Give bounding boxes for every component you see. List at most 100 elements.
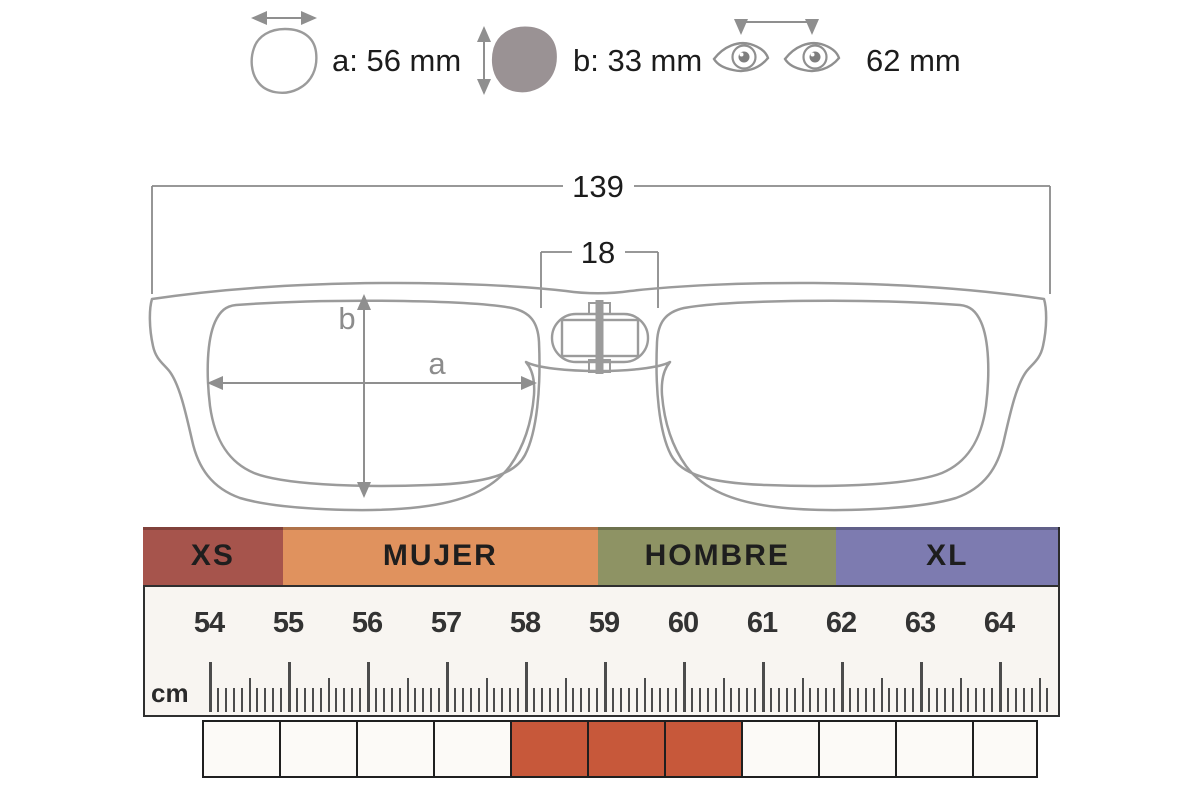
- ruler-tick: [738, 688, 741, 712]
- ruler-tick: [769, 688, 772, 712]
- pupillary-distance-label: 62 mm: [866, 43, 961, 78]
- ruler-tick: [264, 688, 267, 712]
- ruler-tick: [888, 688, 891, 712]
- ruler-tick: [927, 688, 930, 712]
- size-band-hombre: HOMBRE: [598, 527, 837, 585]
- ruler-tick: [635, 688, 638, 712]
- dimension-bridge: [540, 251, 659, 308]
- eye-icon: [783, 41, 841, 73]
- size-band-label: MUJER: [382, 539, 498, 572]
- lens-height-letter: b: [338, 301, 355, 336]
- ruler-tick: [651, 688, 654, 712]
- ruler-tick: [430, 688, 433, 712]
- lens-outline-icon: [250, 27, 318, 94]
- ruler-tick: [525, 662, 528, 712]
- ruler-tick: [540, 688, 543, 712]
- ruler-tick: [777, 688, 780, 712]
- size-cell-row: [202, 720, 1038, 778]
- ruler-tick: [493, 688, 496, 712]
- ruler-number: 58: [509, 607, 541, 639]
- ruler-tick: [841, 662, 844, 712]
- ruler-tick: [477, 688, 480, 712]
- ruler-tick: [975, 688, 978, 712]
- ruler-tick: [935, 688, 938, 712]
- ruler-tick: [698, 688, 701, 712]
- ruler-number: 59: [588, 607, 620, 639]
- ruler-tick: [825, 688, 828, 712]
- size-band-label: HOMBRE: [644, 539, 790, 572]
- ruler-number: 64: [983, 607, 1015, 639]
- ruler-tick: [659, 688, 662, 712]
- lens-height-label: b: 33 mm: [573, 43, 702, 78]
- lens-width-letter: a: [428, 346, 446, 381]
- ruler-tick: [422, 688, 425, 712]
- size-band-xl: XL: [836, 527, 1058, 585]
- ruler-tick: [216, 688, 219, 712]
- ruler-tick: [398, 688, 401, 712]
- ruler-tick: [619, 688, 622, 712]
- ruler-tick: [762, 662, 765, 712]
- ruler-tick: [943, 688, 946, 712]
- ruler-tick: [556, 688, 559, 712]
- ruler-tick: [256, 688, 259, 712]
- bridge-width-value: 18: [581, 235, 615, 270]
- ruler-tick: [1046, 688, 1049, 712]
- size-band-label: XS: [190, 539, 235, 572]
- legend-lens-height: b: 33 mm: [477, 26, 702, 95]
- ruler-tick: [920, 662, 923, 712]
- bridge-clip: [550, 300, 650, 374]
- ruler-tick: [327, 678, 330, 712]
- ruler-tick: [872, 688, 875, 712]
- ruler-tick: [683, 662, 686, 712]
- ruler-number: 55: [272, 607, 304, 639]
- ruler-tick: [912, 688, 915, 712]
- ruler-tick: [951, 688, 954, 712]
- ruler-tick: [382, 688, 385, 712]
- ruler-tick: [343, 688, 346, 712]
- ruler-tick: [351, 688, 354, 712]
- ruler-tick: [880, 678, 883, 712]
- lens-width-label: a: 56 mm: [332, 43, 461, 78]
- size-band-row: XS MUJER HOMBRE XL: [143, 527, 1060, 585]
- ruler-tick: [817, 688, 820, 712]
- ruler-tick: [232, 688, 235, 712]
- ruler-tick: [224, 688, 227, 712]
- ruler-number: 54: [193, 607, 225, 639]
- eye-icon: [712, 41, 770, 73]
- ruler-tick: [295, 688, 298, 712]
- left-lens-opening: [206, 299, 541, 488]
- ruler-tick: [1014, 688, 1017, 712]
- ruler-tick: [485, 678, 488, 712]
- ruler-tick: [643, 678, 646, 712]
- ruler-tick: [856, 688, 859, 712]
- ruler-tick: [588, 688, 591, 712]
- ruler-tick: [896, 688, 899, 712]
- ruler-tick: [959, 678, 962, 712]
- size-cell: [202, 720, 281, 778]
- ruler-tick: [690, 688, 693, 712]
- ruler-tick: [793, 688, 796, 712]
- total-width-value: 139: [572, 169, 624, 204]
- size-band-label: XL: [926, 539, 969, 572]
- ruler-tick: [667, 688, 670, 712]
- ruler-tick: [714, 688, 717, 712]
- ruler-number: 62: [825, 607, 857, 639]
- ruler-tick: [864, 688, 867, 712]
- ruler-tick: [390, 688, 393, 712]
- ruler-tick: [248, 678, 251, 712]
- ruler-tick: [367, 662, 370, 712]
- ruler-tick: [303, 688, 306, 712]
- ruler-tick: [311, 688, 314, 712]
- glasses-drawing: a: 56 mm b: 33 mm 62 mm 139: [148, 11, 1051, 512]
- ruler-tick: [580, 688, 583, 712]
- size-cell-highlighted: [587, 720, 666, 778]
- ruler-tick: [461, 688, 464, 712]
- ruler-tick: [335, 688, 338, 712]
- ruler-tick: [1022, 688, 1025, 712]
- ruler-tick: [746, 688, 749, 712]
- ruler-number: 61: [746, 607, 778, 639]
- ruler-tick: [406, 678, 409, 712]
- frame-outline: [148, 281, 1048, 512]
- ruler-tick: [359, 688, 362, 712]
- ruler-number: 63: [904, 607, 936, 639]
